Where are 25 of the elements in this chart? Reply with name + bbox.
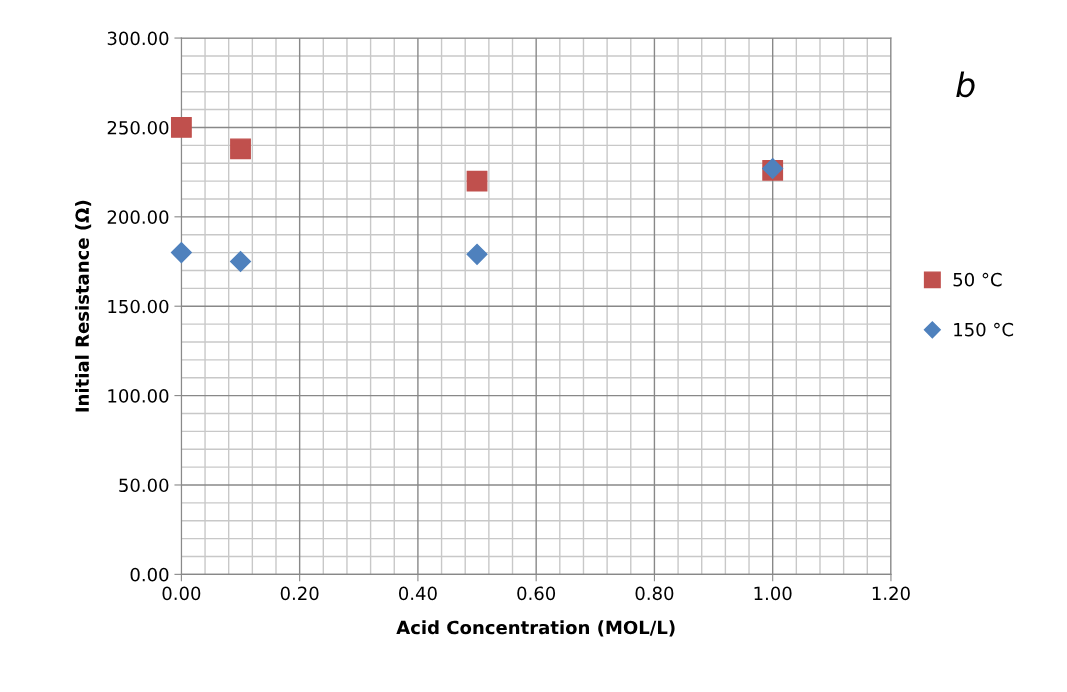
- point: [170, 242, 192, 264]
- y-tick-label: 50.00: [119, 478, 169, 493]
- x-tick-label: 0.80: [635, 586, 674, 601]
- legend-label: 50 °C: [953, 272, 1002, 287]
- y-tick-label: 150.00: [108, 299, 169, 314]
- x-tick-label: 0.40: [399, 586, 437, 601]
- x-tick-label: 0.00: [162, 586, 201, 601]
- x-axis-title: Acid Concentration (MOL/L): [396, 620, 675, 637]
- y-tick-label: 200.00: [107, 210, 169, 224]
- y-tick-label: 100.00: [108, 389, 169, 403]
- point: [170, 117, 192, 138]
- point: [230, 251, 252, 273]
- y-tick-label: 250.00: [107, 120, 169, 135]
- point: [466, 170, 488, 192]
- point: [230, 138, 251, 160]
- x-tick-label: 1.20: [872, 586, 910, 601]
- point: [466, 243, 488, 265]
- x-tick-label: 0.20: [280, 586, 319, 601]
- x-tick-label: 0.60: [517, 586, 556, 601]
- x-tick-label: 1.00: [754, 586, 792, 601]
- y-tick-label: 300.00: [107, 31, 169, 46]
- text: b: [956, 71, 975, 98]
- legend-label: 150 °C: [954, 322, 1014, 337]
- y-axis-title: Initial Resistance (Ω): [75, 200, 92, 412]
- y-tick-label: 0.00: [130, 567, 169, 582]
